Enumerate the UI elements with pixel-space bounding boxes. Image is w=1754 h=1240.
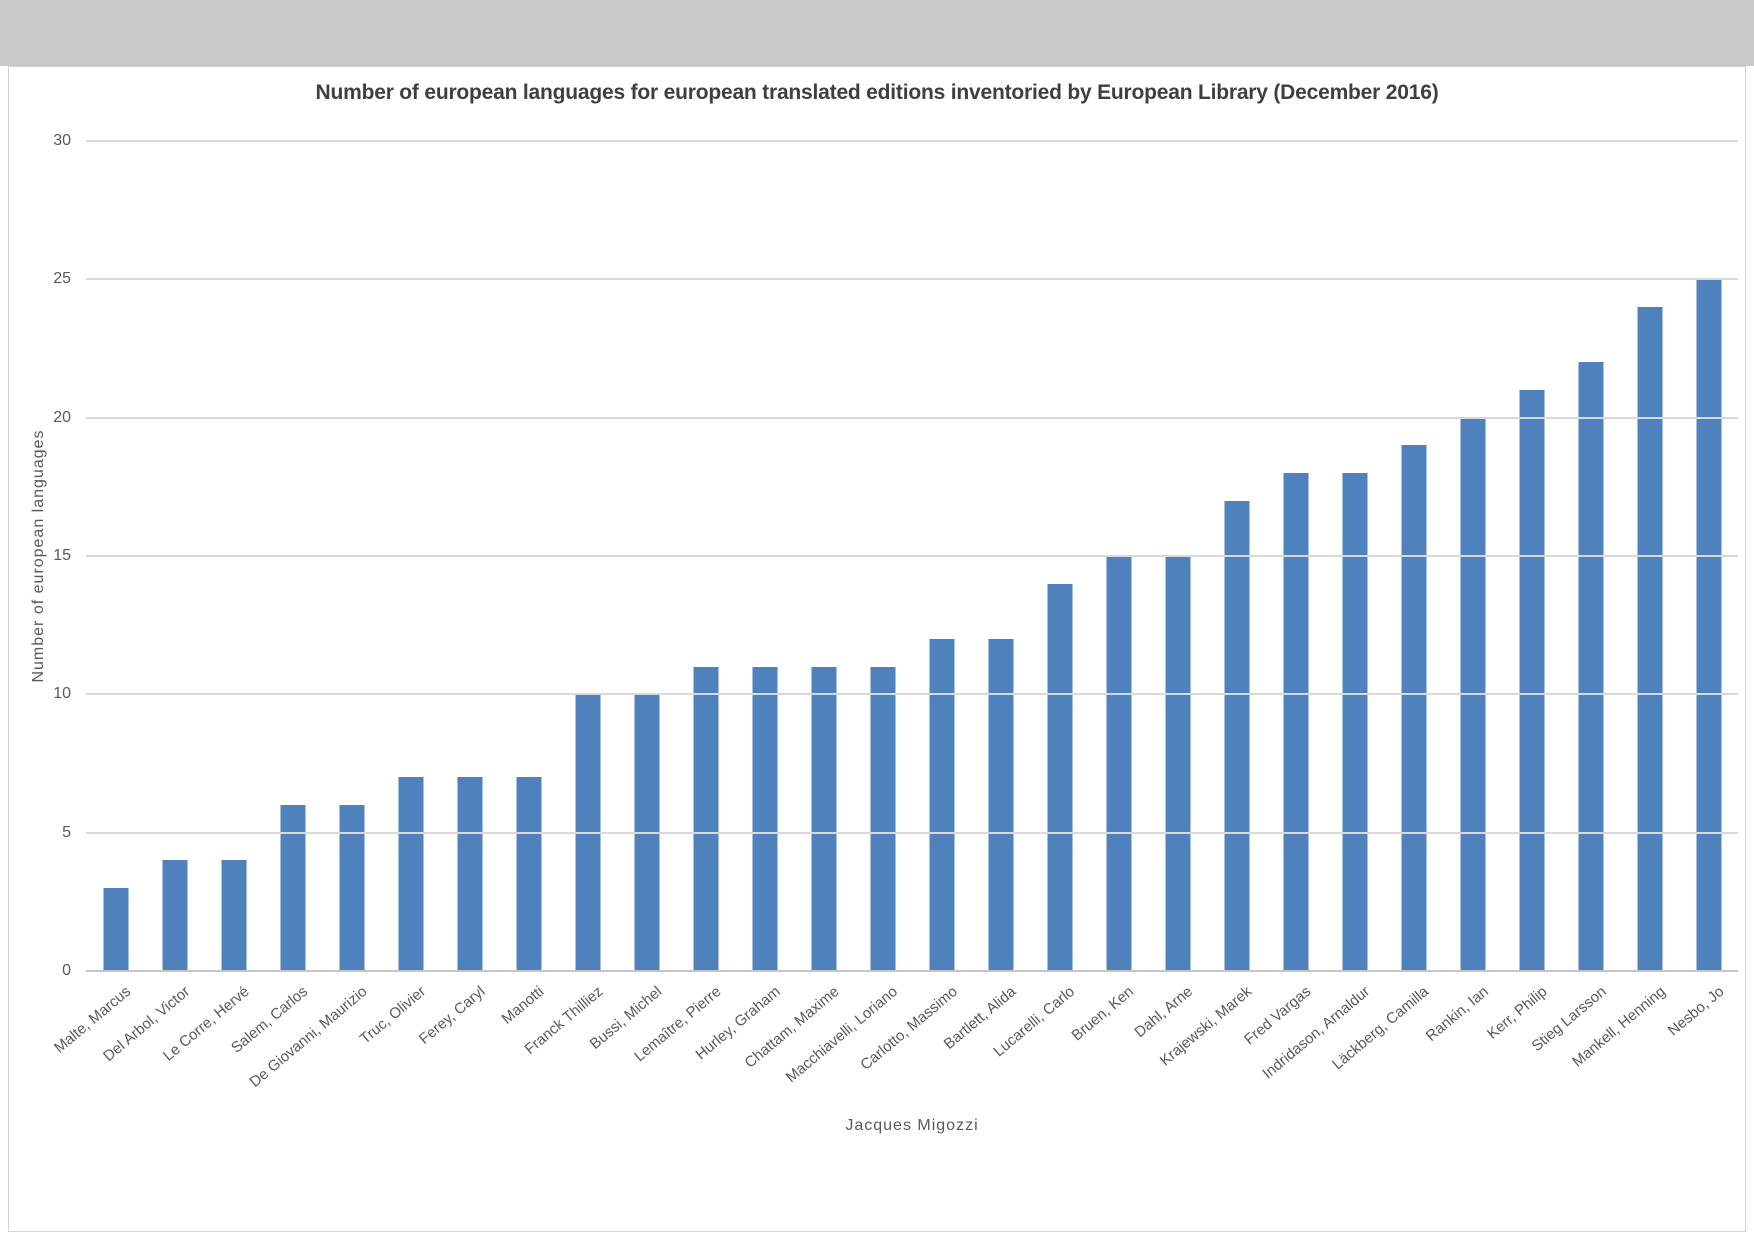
x-category-label: Bruen, Ken (1068, 983, 1138, 1045)
bar-slot (1502, 141, 1561, 971)
y-tick-label: 0 (62, 962, 71, 979)
x-category-label: Krajewski, Marek (1157, 983, 1256, 1070)
y-tick-label: 30 (53, 132, 71, 149)
bar-slot (676, 141, 735, 971)
bar-slot (1679, 141, 1738, 971)
x-category-label: Kerr, Philip (1483, 983, 1551, 1043)
x-category-label: Lucarelli, Carlo (990, 983, 1079, 1061)
bar (1519, 390, 1544, 971)
gridline (86, 693, 1738, 696)
bar (1401, 445, 1426, 971)
gridline (86, 831, 1738, 834)
bar-slot (853, 141, 912, 971)
bar (457, 777, 482, 971)
gridline (86, 555, 1738, 557)
bar (1283, 473, 1308, 971)
gridline (86, 278, 1738, 281)
bar (1637, 307, 1662, 971)
bar (1165, 556, 1190, 971)
bar-slot (1148, 141, 1207, 971)
bar-slot (440, 141, 499, 971)
bar (1106, 556, 1131, 971)
chart-title: Number of european languages for europea… (315, 81, 1439, 104)
bar-slot (204, 141, 263, 971)
x-axis-line (86, 970, 1738, 972)
bar (221, 860, 246, 971)
x-axis-title: Jacques Migozzi (845, 1117, 979, 1134)
bar-slot (1089, 141, 1148, 971)
x-category-label: Mankell, Henning (1568, 983, 1669, 1071)
bar (103, 888, 128, 971)
bar (811, 666, 836, 971)
bar (516, 777, 541, 971)
bar-slot (1561, 141, 1620, 971)
bar-slot (145, 141, 204, 971)
bar (1696, 279, 1721, 971)
bar-slot (1030, 141, 1089, 971)
bar (280, 805, 305, 971)
gridline (86, 140, 1738, 142)
y-axis-ticks: 0 5 10 15 20 25 30 (9, 132, 71, 979)
bar-slot (794, 141, 853, 971)
x-category-label: Carlotto, Massimo (856, 983, 961, 1074)
y-tick-label: 10 (53, 685, 71, 703)
gridline (86, 416, 1738, 419)
bar (752, 666, 777, 971)
x-category-label: Le Corre, Hervé (159, 983, 253, 1065)
bar-slot (1384, 141, 1443, 971)
y-tick-label: 15 (53, 547, 71, 564)
bar (929, 639, 954, 971)
bar-slot (1207, 141, 1266, 971)
bar-slot (499, 141, 558, 971)
x-category-label: Rankin, Ian (1422, 983, 1492, 1045)
bar (339, 805, 364, 971)
plot-area (86, 140, 1738, 972)
x-category-label: Läckberg, Camilla (1329, 983, 1433, 1074)
x-category-label: Truc, Olivier (357, 983, 430, 1048)
bar-slot (735, 141, 794, 971)
window-top-strip (0, 0, 1754, 66)
y-tick-label: 25 (53, 270, 71, 288)
y-tick-label: 20 (53, 408, 71, 426)
x-axis-labels: Malte, Marcus Del Arbol, Victor Le Corre, … (51, 979, 1738, 1129)
bar (988, 639, 1013, 971)
y-tick-label: 5 (62, 823, 71, 841)
bar (1224, 500, 1249, 971)
bar-slot (381, 141, 440, 971)
x-category-label: Nesbo, Jo (1664, 983, 1728, 1040)
x-category-label: Ferey, Caryl (415, 983, 489, 1048)
chart-frame: Number of european languages for europea… (8, 66, 1746, 1232)
bar (693, 666, 718, 971)
bar (398, 777, 423, 971)
x-category-label: Franck Thilliez (521, 983, 607, 1059)
bar (1578, 362, 1603, 971)
bar (1342, 473, 1367, 971)
bar (870, 666, 895, 971)
x-category-label: De Giovanni, Maurizio (246, 983, 371, 1091)
bar (1047, 583, 1072, 971)
bar (162, 860, 187, 971)
bar-slot (86, 141, 145, 971)
